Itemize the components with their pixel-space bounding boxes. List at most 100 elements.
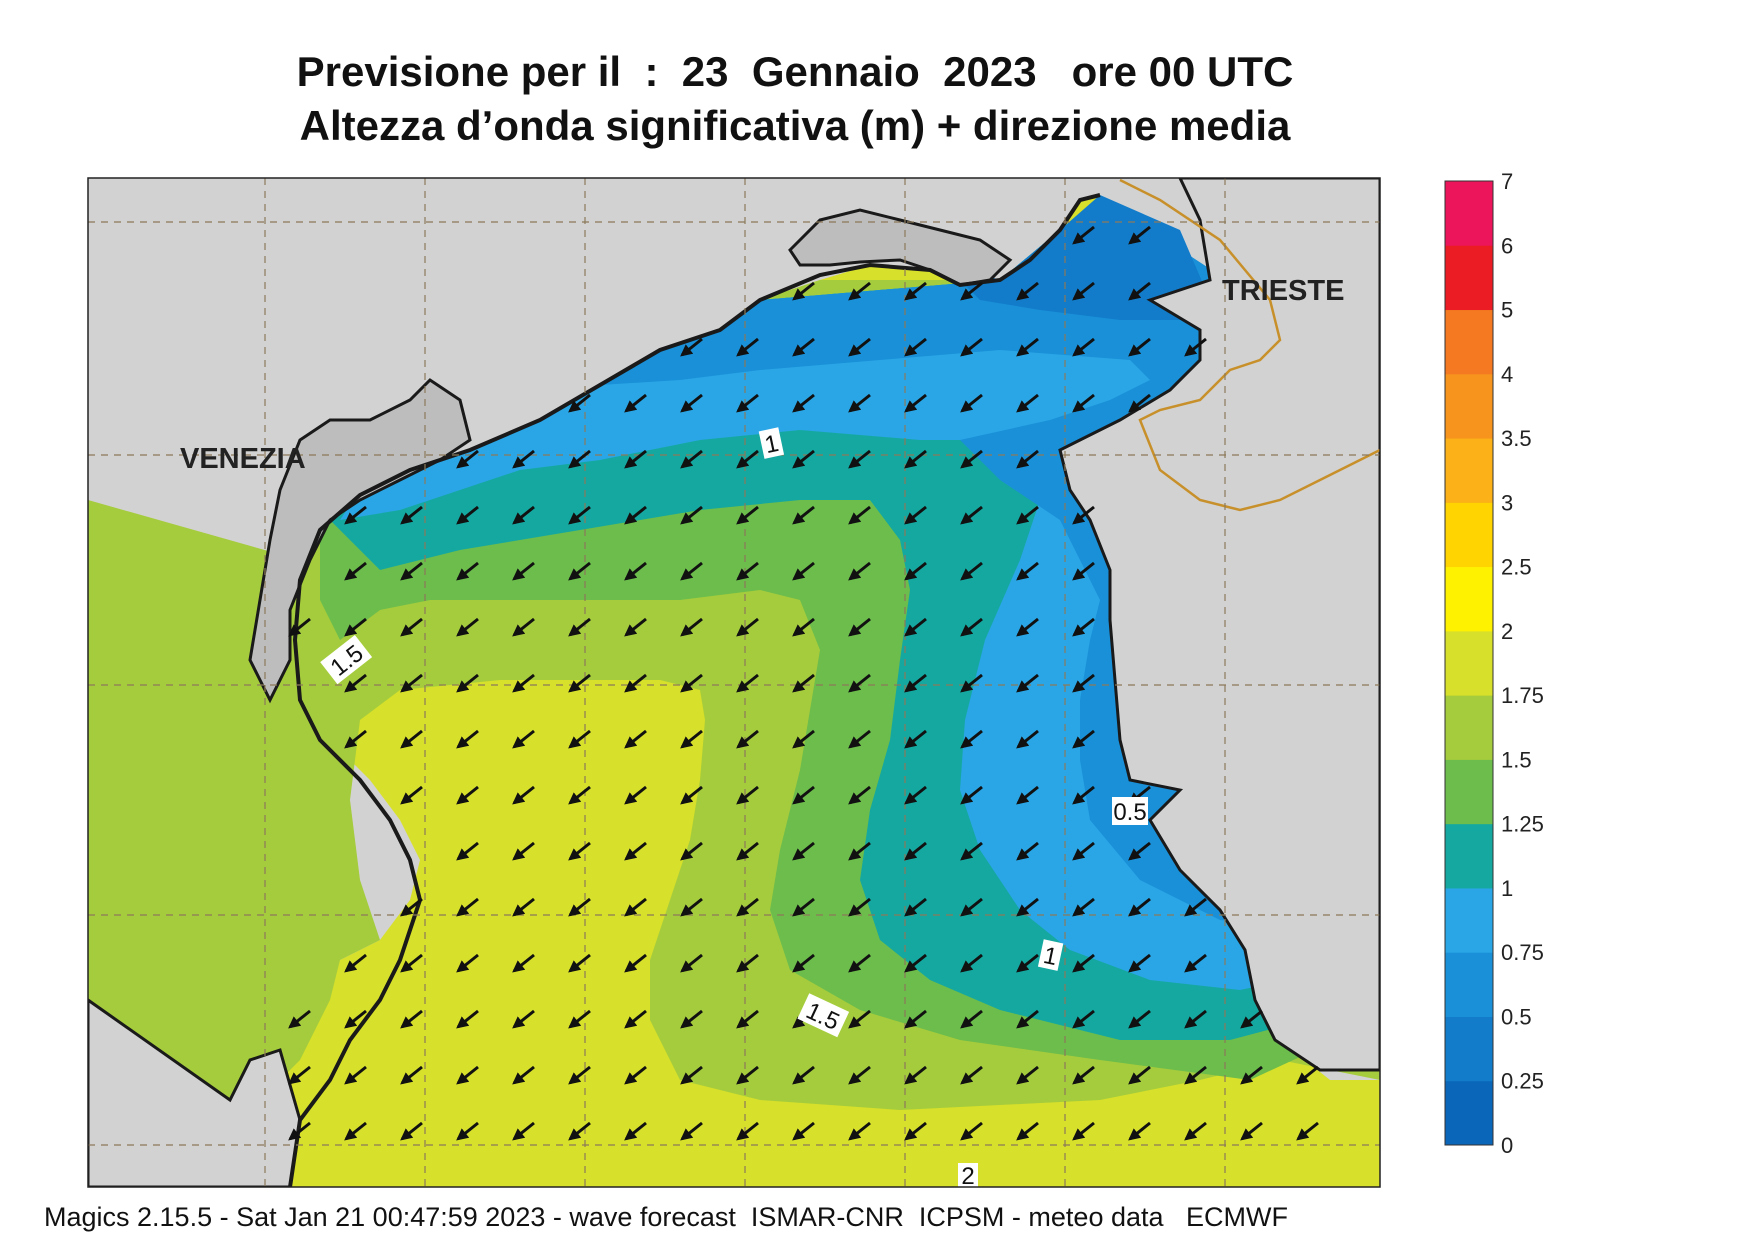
wave-direction-arrow	[1072, 561, 1095, 581]
colorbar-tick-label: 6	[1501, 233, 1513, 258]
wave-direction-arrow	[456, 1009, 479, 1029]
wave-direction-arrow	[1016, 449, 1039, 469]
wave-direction-arrow	[288, 1009, 311, 1029]
wave-direction-arrow	[960, 337, 983, 357]
colorbar-swatch	[1445, 1016, 1493, 1082]
colorbar-tick-label: 3	[1501, 490, 1513, 515]
wave-direction-arrow	[512, 785, 535, 805]
colorbar-tick-label: 2.5	[1501, 555, 1532, 580]
wave-direction-arrow	[792, 1065, 815, 1085]
wave-direction-arrow	[456, 617, 479, 637]
wave-direction-arrow	[680, 617, 703, 637]
wave-direction-arrow	[680, 1065, 703, 1085]
wave-direction-arrow	[568, 1065, 591, 1085]
wave-direction-arrow	[568, 841, 591, 861]
wave-direction-arrow	[792, 281, 815, 301]
wave-direction-arrow	[400, 561, 423, 581]
wave-direction-arrow	[1016, 393, 1039, 413]
wave-direction-arrow	[1240, 1065, 1263, 1085]
wave-direction-arrow	[680, 1009, 703, 1029]
wave-direction-arrow	[512, 449, 535, 469]
wave-direction-arrow	[680, 897, 703, 917]
wave-direction-arrow	[792, 337, 815, 357]
wave-direction-arrow	[904, 337, 927, 357]
wave-direction-arrow	[344, 1121, 367, 1141]
wave-direction-arrow	[568, 1009, 591, 1029]
wave-direction-arrow	[792, 729, 815, 749]
wave-direction-arrow	[624, 729, 647, 749]
wave-direction-arrow	[1184, 1065, 1207, 1085]
wave-direction-arrow	[624, 505, 647, 525]
wave-direction-arrow	[1128, 225, 1151, 245]
wave-direction-arrow	[848, 1009, 871, 1029]
wave-direction-arrow	[624, 841, 647, 861]
wave-direction-arrow	[904, 953, 927, 973]
wave-direction-arrow	[960, 561, 983, 581]
wave-direction-arrow	[736, 337, 759, 357]
wave-direction-arrow	[680, 785, 703, 805]
wave-direction-arrow	[848, 393, 871, 413]
colorbar-swatch	[1445, 759, 1493, 825]
wave-direction-arrow	[624, 449, 647, 469]
wave-direction-arrow	[792, 561, 815, 581]
wave-direction-arrow	[848, 1065, 871, 1085]
wave-direction-arrow	[568, 617, 591, 637]
wave-direction-arrow	[288, 1121, 311, 1141]
wave-direction-arrow	[456, 673, 479, 693]
wave-direction-arrow	[512, 841, 535, 861]
wave-direction-arrow	[848, 953, 871, 973]
wave-direction-arrow	[400, 1009, 423, 1029]
border-line	[1119, 178, 1380, 512]
colorbar-tick-label: 3.5	[1501, 426, 1532, 451]
wave-direction-arrow	[848, 1121, 871, 1141]
wave-direction-arrow	[736, 729, 759, 749]
wave-direction-arrow	[344, 673, 367, 693]
wave-direction-arrow	[848, 673, 871, 693]
wave-direction-arrow	[624, 897, 647, 917]
wave-direction-arrow	[904, 1065, 927, 1085]
wave-direction-arrow	[1184, 1009, 1207, 1029]
wave-direction-arrow	[1128, 897, 1151, 917]
wave-direction-arrow	[1128, 393, 1151, 413]
city-label-trieste: TRIESTE	[1222, 275, 1344, 307]
wave-direction-arrow	[456, 1065, 479, 1085]
wave-direction-arrow	[904, 897, 927, 917]
wave-direction-arrow	[624, 953, 647, 973]
wave-direction-arrow	[904, 449, 927, 469]
wave-direction-arrow	[344, 953, 367, 973]
wave-direction-arrow	[736, 393, 759, 413]
wave-direction-arrow	[512, 897, 535, 917]
wave-direction-arrow	[456, 1121, 479, 1141]
coastline	[288, 193, 1101, 1187]
wave-direction-arrow	[904, 505, 927, 525]
wave-direction-arrow	[568, 729, 591, 749]
wave-direction-arrow	[568, 505, 591, 525]
wave-direction-arrow	[1184, 953, 1207, 973]
wave-direction-arrow	[1072, 225, 1095, 245]
wave-direction-arrow	[736, 561, 759, 581]
colorbar-tick-label: 7	[1501, 169, 1513, 194]
colorbar-tick-label: 4	[1501, 362, 1513, 387]
wave-direction-arrow	[1128, 1121, 1151, 1141]
wave-direction-arrow	[568, 561, 591, 581]
wave-direction-arrow	[344, 1009, 367, 1029]
wave-direction-arrow	[736, 617, 759, 637]
wave-direction-arrow	[1016, 337, 1039, 357]
wave-direction-arrow	[512, 1065, 535, 1085]
wave-direction-arrow	[1016, 897, 1039, 917]
wave-direction-arrow	[960, 449, 983, 469]
colorbar-tick-label: 0.5	[1501, 1004, 1532, 1029]
wave-direction-arrow	[288, 1065, 311, 1085]
wave-direction-arrow	[1072, 617, 1095, 637]
wave-direction-arrow	[848, 337, 871, 357]
wave-direction-arrow	[904, 841, 927, 861]
wave-direction-arrow	[680, 337, 703, 357]
colorbar-tick-label: 0	[1501, 1133, 1513, 1158]
wave-direction-arrow	[680, 449, 703, 469]
wave-direction-arrow	[960, 1121, 983, 1141]
wave-direction-arrow	[1184, 337, 1207, 357]
wave-direction-arrow	[1016, 953, 1039, 973]
wave-direction-arrow	[1072, 841, 1095, 861]
wave-direction-arrow	[736, 897, 759, 917]
